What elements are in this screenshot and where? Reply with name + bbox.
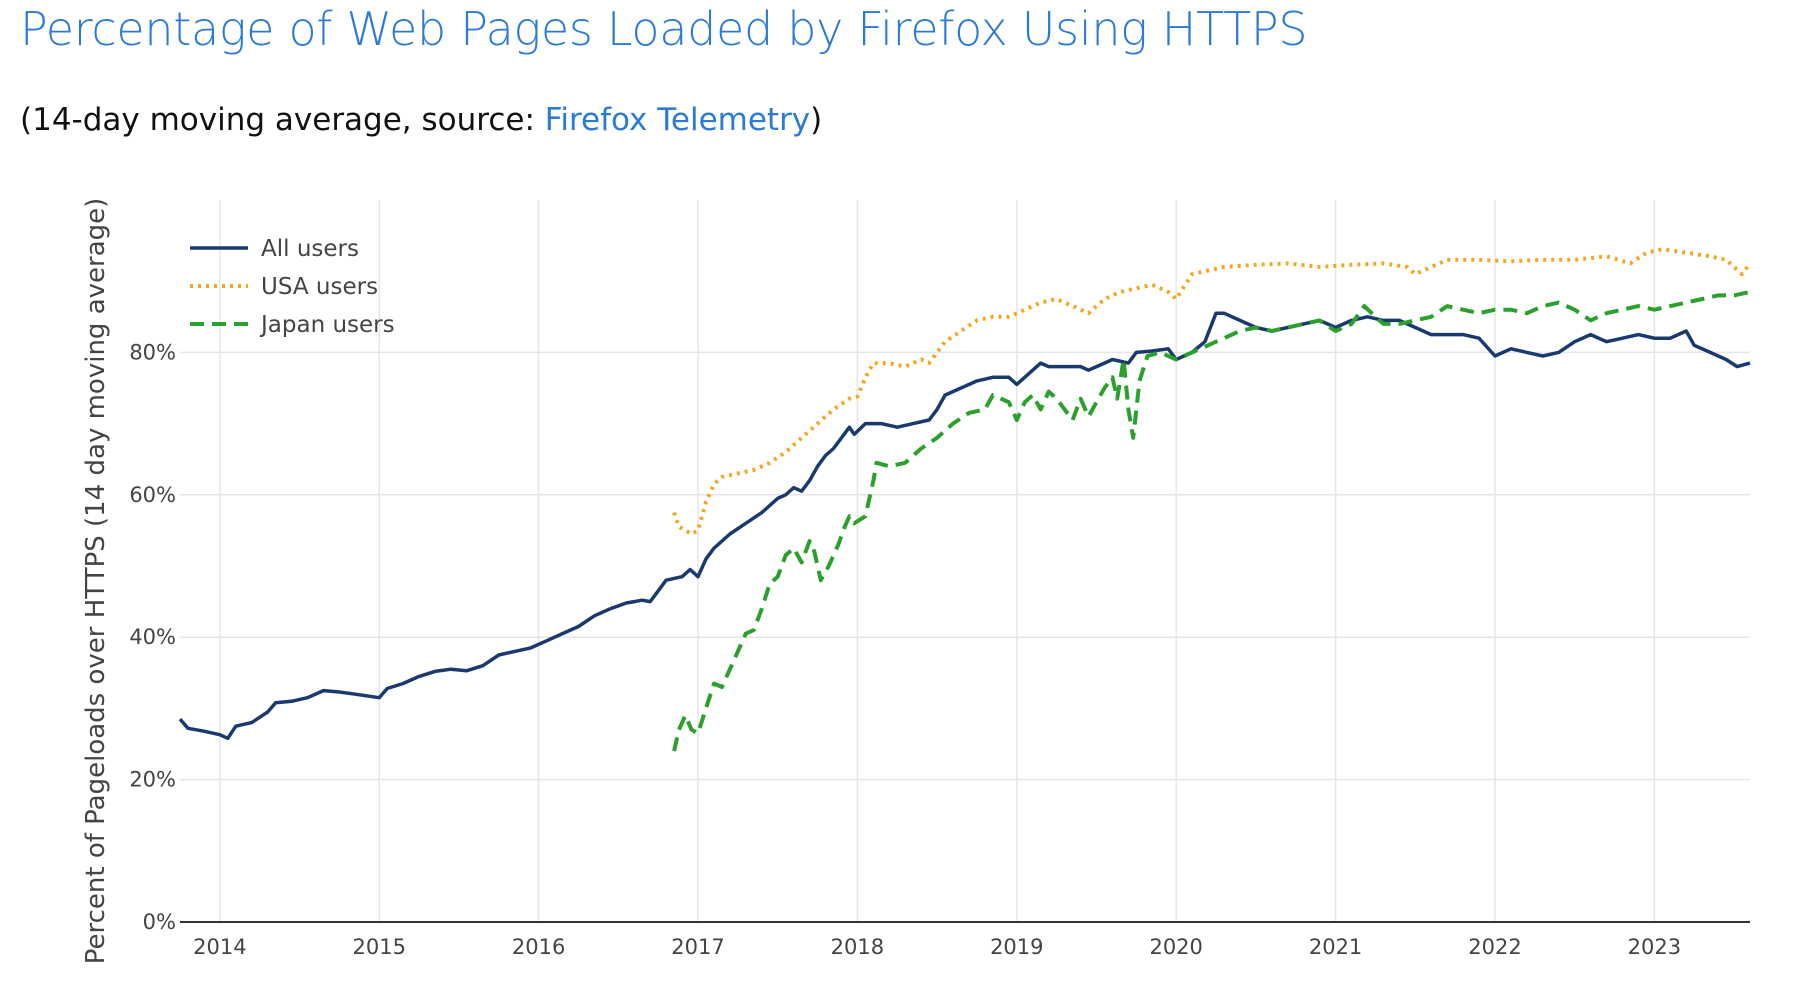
x-tick-label-2017: 2017 [671, 935, 724, 959]
x-tick-label-2014: 2014 [193, 935, 246, 959]
y-axis-title: Percent of Pageloads over HTTPS (14 day … [81, 198, 111, 965]
y-tick-label-60: 60% [129, 483, 176, 507]
legend-label-usa-users: USA users [261, 274, 378, 300]
y-tick-label-0: 0% [143, 910, 176, 934]
series-line-japan-users [672, 289, 1751, 752]
x-tick-label-2018: 2018 [831, 935, 884, 959]
x-tick-label-2016: 2016 [512, 935, 565, 959]
x-tick-label-2022: 2022 [1468, 935, 1521, 959]
x-tick-label-2023: 2023 [1628, 935, 1681, 959]
subtitle-suffix: ) [810, 102, 823, 138]
series-line-all-users [178, 311, 1751, 741]
legend-label-all-users: All users [261, 236, 359, 262]
y-tick-label-20: 20% [129, 768, 176, 792]
x-tick-label-2019: 2019 [990, 935, 1043, 959]
series-line-usa-users [672, 247, 1752, 536]
y-tick-label-40: 40% [129, 625, 176, 649]
x-tick-label-2021: 2021 [1309, 935, 1362, 959]
page-title: Percentage of Web Pages Loaded by Firefo… [20, 2, 1308, 56]
legend-label-japan-users: Japan users [259, 312, 395, 338]
subtitle-prefix: (14-day moving average, source: [20, 102, 545, 138]
firefox-telemetry-link[interactable]: Firefox Telemetry [544, 102, 811, 138]
y-tick-label-80: 80% [129, 340, 176, 364]
x-tick-label-2020: 2020 [1149, 935, 1202, 959]
subtitle: (14-day moving average, source: Firefox … [20, 102, 822, 138]
x-tick-label-2015: 2015 [353, 935, 406, 959]
